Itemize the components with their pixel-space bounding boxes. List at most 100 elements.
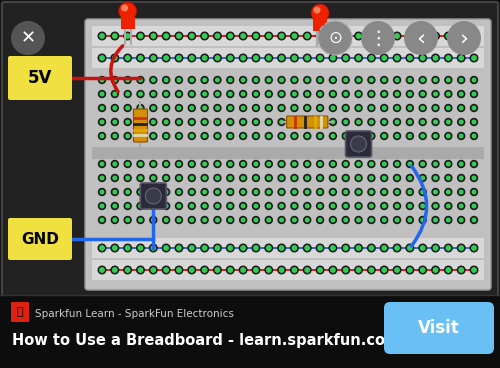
Circle shape	[112, 77, 118, 84]
Circle shape	[137, 216, 144, 223]
Circle shape	[305, 246, 310, 250]
Circle shape	[164, 120, 168, 124]
Circle shape	[459, 34, 464, 38]
Circle shape	[292, 190, 296, 194]
Circle shape	[344, 34, 348, 38]
Circle shape	[227, 77, 234, 84]
Circle shape	[137, 91, 144, 98]
Circle shape	[292, 56, 296, 60]
Circle shape	[472, 34, 476, 38]
Circle shape	[228, 120, 232, 124]
Circle shape	[434, 246, 438, 250]
Circle shape	[267, 106, 270, 110]
Circle shape	[216, 78, 219, 82]
Circle shape	[342, 132, 349, 139]
Circle shape	[267, 176, 270, 180]
Circle shape	[242, 204, 245, 208]
Circle shape	[112, 216, 118, 223]
Circle shape	[137, 160, 144, 167]
Circle shape	[254, 246, 258, 250]
Circle shape	[380, 105, 388, 112]
Circle shape	[331, 92, 334, 96]
Circle shape	[305, 268, 310, 272]
Circle shape	[138, 106, 142, 110]
Circle shape	[266, 34, 271, 38]
Circle shape	[138, 204, 142, 208]
Circle shape	[369, 268, 374, 272]
Circle shape	[330, 174, 336, 181]
Circle shape	[432, 54, 440, 62]
Circle shape	[175, 54, 183, 62]
Text: ›: ›	[460, 28, 468, 48]
Circle shape	[252, 54, 260, 62]
Circle shape	[228, 176, 232, 180]
Circle shape	[152, 120, 155, 124]
Circle shape	[188, 32, 196, 40]
FancyBboxPatch shape	[92, 48, 484, 68]
Circle shape	[445, 118, 452, 125]
Circle shape	[292, 176, 296, 180]
Circle shape	[138, 120, 142, 124]
Circle shape	[406, 174, 414, 181]
Circle shape	[380, 266, 388, 274]
Circle shape	[203, 134, 206, 138]
Circle shape	[344, 162, 348, 166]
Circle shape	[460, 190, 463, 194]
Circle shape	[460, 162, 463, 166]
Circle shape	[470, 32, 478, 40]
Circle shape	[458, 244, 465, 252]
Circle shape	[304, 202, 310, 209]
Circle shape	[304, 91, 310, 98]
Circle shape	[265, 54, 272, 62]
Circle shape	[242, 162, 245, 166]
Circle shape	[357, 106, 360, 110]
Circle shape	[419, 105, 426, 112]
Circle shape	[214, 105, 221, 112]
Circle shape	[444, 32, 452, 40]
Circle shape	[162, 188, 170, 195]
FancyBboxPatch shape	[0, 295, 500, 368]
Circle shape	[329, 266, 336, 274]
Circle shape	[380, 77, 388, 84]
Circle shape	[226, 266, 234, 274]
Circle shape	[136, 32, 144, 40]
Circle shape	[203, 120, 206, 124]
Circle shape	[406, 188, 414, 195]
Circle shape	[266, 56, 271, 60]
Circle shape	[342, 91, 349, 98]
Circle shape	[126, 120, 130, 124]
Circle shape	[241, 56, 246, 60]
Circle shape	[470, 91, 478, 98]
Circle shape	[252, 216, 260, 223]
FancyBboxPatch shape	[140, 183, 166, 209]
Circle shape	[472, 176, 476, 180]
Circle shape	[241, 246, 246, 250]
Circle shape	[100, 162, 104, 166]
Circle shape	[350, 136, 366, 152]
Circle shape	[113, 78, 116, 82]
Circle shape	[150, 105, 157, 112]
Circle shape	[112, 202, 118, 209]
Circle shape	[152, 78, 155, 82]
Circle shape	[420, 56, 425, 60]
Circle shape	[369, 56, 374, 60]
Circle shape	[434, 106, 438, 110]
Circle shape	[318, 176, 322, 180]
Circle shape	[331, 162, 334, 166]
Circle shape	[137, 132, 144, 139]
Circle shape	[278, 202, 285, 209]
Circle shape	[419, 132, 426, 139]
Circle shape	[176, 105, 182, 112]
Circle shape	[227, 202, 234, 209]
Circle shape	[177, 92, 181, 96]
Circle shape	[126, 246, 130, 250]
Circle shape	[112, 188, 118, 195]
Circle shape	[240, 132, 246, 139]
Circle shape	[175, 244, 183, 252]
Circle shape	[445, 77, 452, 84]
Circle shape	[252, 91, 260, 98]
Circle shape	[406, 202, 414, 209]
Circle shape	[152, 106, 155, 110]
Circle shape	[472, 56, 476, 60]
Circle shape	[291, 174, 298, 181]
